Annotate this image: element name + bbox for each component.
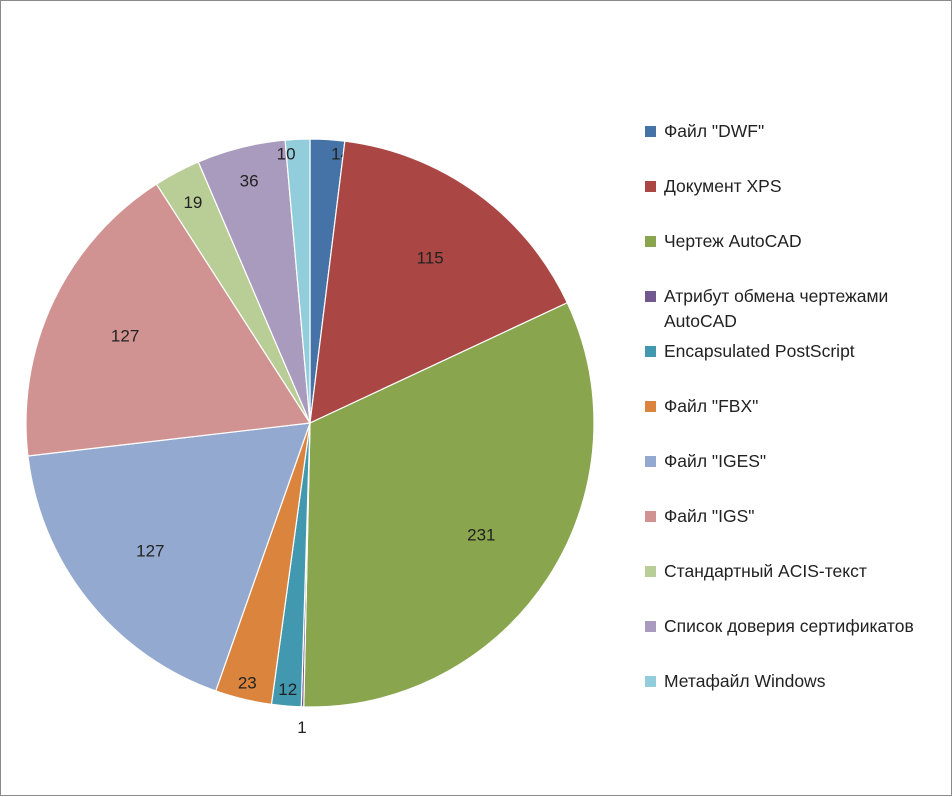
legend-item: Атрибут обмена чертежами AutoCAD bbox=[641, 284, 949, 334]
legend-item: Файл "IGS" bbox=[641, 504, 949, 529]
slice-data-label: 19 bbox=[183, 193, 202, 212]
legend-label: Список доверия сертификатов bbox=[664, 616, 914, 636]
legend-label: Чертеж AutoCAD bbox=[664, 231, 802, 251]
slice-data-label: 1 bbox=[297, 718, 306, 737]
slice-data-label: 231 bbox=[467, 526, 495, 545]
legend-item: Метафайл Windows bbox=[641, 669, 949, 694]
pie-slice bbox=[303, 301, 595, 708]
pie-slice bbox=[309, 140, 569, 425]
legend-item: Файл "FBX" bbox=[641, 394, 949, 419]
slice-data-label: 12 bbox=[278, 680, 297, 699]
legend-item: Файл "DWF" bbox=[641, 119, 949, 144]
legend-item: Стандартный ACIS-текст bbox=[641, 559, 949, 584]
legend-swatch bbox=[645, 566, 656, 577]
slice-data-label: 23 bbox=[238, 674, 257, 693]
legend-swatch bbox=[645, 346, 656, 357]
pie-slice bbox=[284, 138, 311, 424]
legend-label: Метафайл Windows bbox=[664, 671, 826, 691]
slice-data-label: 115 bbox=[417, 249, 444, 268]
legend-item: Документ XPS bbox=[641, 174, 949, 199]
legend-label: Файл "FBX" bbox=[664, 396, 759, 416]
legend-swatch bbox=[645, 511, 656, 522]
legend-swatch bbox=[645, 676, 656, 687]
legend-label: Стандартный ACIS-текст bbox=[664, 561, 867, 581]
legend-swatch bbox=[645, 456, 656, 467]
legend-swatch bbox=[645, 126, 656, 137]
legend-label: Файл "DWF" bbox=[664, 121, 765, 141]
legend-swatch bbox=[645, 236, 656, 247]
slice-data-label: 10 bbox=[277, 145, 296, 164]
slice-data-label: 127 bbox=[111, 327, 139, 346]
legend-item: Список доверия сертификатов bbox=[641, 614, 949, 639]
legend-label: Атрибут обмена чертежами AutoCAD bbox=[664, 286, 889, 331]
legend-item: Файл "IGES" bbox=[641, 449, 949, 474]
legend-label: Файл "IGS" bbox=[664, 506, 755, 526]
legend-item: Encapsulated PostScript bbox=[641, 339, 949, 364]
legend-swatch bbox=[645, 181, 656, 192]
legend-label: Файл "IGES" bbox=[664, 451, 767, 471]
legend-label: Encapsulated PostScript bbox=[664, 341, 855, 361]
legend-label: Документ XPS bbox=[664, 176, 782, 196]
slice-data-label: 127 bbox=[136, 542, 164, 561]
legend-item: Чертеж AutoCAD bbox=[641, 229, 949, 254]
legend-swatch bbox=[645, 401, 656, 412]
legend-swatch bbox=[645, 291, 656, 302]
legend-swatch bbox=[645, 621, 656, 632]
pie-slice bbox=[25, 183, 312, 457]
pie-slice bbox=[27, 422, 311, 692]
slice-data-label: 36 bbox=[240, 172, 259, 191]
